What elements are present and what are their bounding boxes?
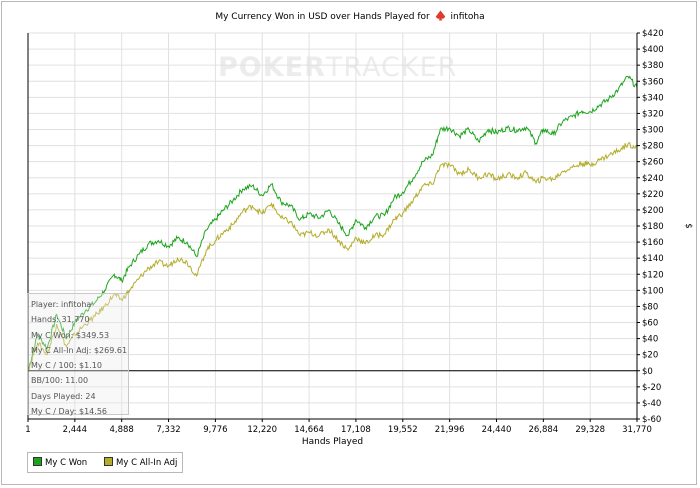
info-per-100: My C / 100: $1.10 [31, 361, 102, 371]
y-tick-label: $100 [642, 286, 664, 296]
info-player: Player: infitoha [31, 300, 92, 309]
x-tick-label: 24,440 [482, 425, 512, 435]
x-tick-label: 14,664 [294, 425, 324, 435]
y-tick-label: $60 [642, 319, 658, 329]
axes: 1 2,444 4,888 7,332 9,776 12,220 14,664 17,108 1… [25, 29, 693, 447]
info-won: My C Won: $349.53 [31, 330, 110, 340]
stats-info-box: Player: infitoha Hands: 31,770 My C Won:… [27, 293, 129, 416]
y-tick-label: $0 [642, 367, 653, 377]
info-hands: Hands: 31,770 [31, 315, 90, 325]
legend-item-allin[interactable]: My C All-In Adj [104, 457, 177, 469]
y-tick-label: $40 [642, 335, 658, 345]
y-tick-label: $240 [642, 174, 664, 184]
y-tick-label: $300 [642, 126, 664, 136]
x-tick-label: 26,884 [528, 425, 558, 435]
y-tick-label: $200 [642, 206, 664, 216]
chart-title: My Currency Won in USD over Hands Played… [0, 10, 700, 22]
x-tick-label: 4,888 [110, 425, 134, 435]
chart-legend: My C Won My C All-In Adj [27, 452, 183, 473]
legend-swatch-won [33, 457, 42, 466]
series-line-allin [27, 142, 638, 372]
legend-label-allin: My C All-In Adj [116, 458, 178, 468]
y-tick-label: $180 [642, 222, 664, 232]
y-tick-label: $160 [642, 238, 664, 248]
info-bb-100: BB/100: 11.00 [31, 376, 89, 386]
chart-title-text: My Currency Won in USD over Hands Played… [215, 12, 430, 22]
y-tick-label: $360 [642, 77, 664, 87]
y-tick-label: $280 [642, 142, 664, 152]
y-tick-label: $20 [642, 351, 658, 361]
player-name: infitoha [450, 12, 485, 22]
x-tick-label: 1 [25, 425, 30, 435]
x-tick-label: 17,108 [341, 425, 371, 435]
x-tick-label: 9,776 [203, 425, 227, 435]
x-tick-label: 19,552 [388, 425, 418, 435]
y-tick-label: $220 [642, 190, 664, 200]
x-tick-label: 29,328 [575, 425, 605, 435]
y-tick-label: $400 [642, 45, 664, 55]
x-tick-label: 31,770 [622, 425, 652, 435]
x-axis-label: Hands Played [302, 437, 363, 447]
legend-label-won: My C Won [45, 458, 88, 468]
y-tick-label: $-20 [642, 383, 661, 393]
x-tick-label: 12,220 [247, 425, 277, 435]
y-tick-label: $420 [642, 29, 664, 39]
y-tick-label: $320 [642, 109, 664, 119]
x-tick-label: 7,332 [156, 425, 180, 435]
series-layer [27, 75, 638, 372]
y-axis-label: $ [683, 223, 693, 228]
x-tick-label: 2,444 [63, 425, 87, 435]
legend-item-won[interactable]: My C Won [33, 457, 87, 469]
series-line-won [27, 75, 638, 371]
legend-swatch-allin [104, 457, 113, 466]
x-tick-label: 21,996 [435, 425, 465, 435]
y-tick-label: $260 [642, 158, 664, 168]
y-tick-label: $-60 [642, 415, 661, 425]
pokertracker-logo-icon [435, 10, 445, 21]
y-tick-label: $380 [642, 61, 664, 71]
y-tick-label: $80 [642, 302, 658, 312]
info-allin-adj: My C All-In Adj: $269.61 [31, 345, 128, 355]
y-tick-label: $120 [642, 270, 664, 280]
y-tick-label: $140 [642, 254, 664, 264]
info-days-played: Days Played: 24 [31, 391, 96, 401]
info-per-day: My C / Day: $14.56 [31, 407, 107, 417]
y-tick-label: $340 [642, 93, 664, 103]
y-tick-label: $-40 [642, 399, 661, 409]
